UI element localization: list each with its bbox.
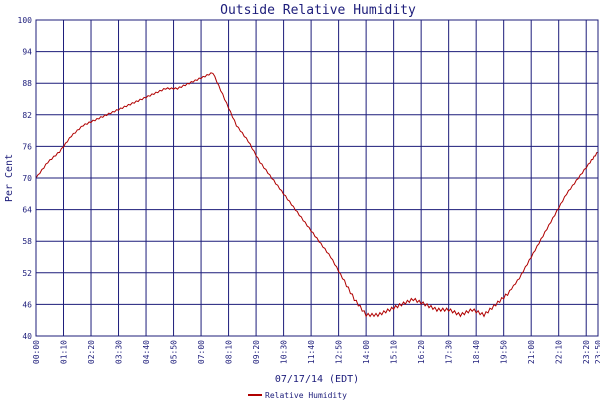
y-axis-label: Per Cent <box>4 154 15 202</box>
x-tick-label: 17:30 <box>445 340 454 364</box>
x-tick-label: 18:40 <box>472 340 481 364</box>
x-tick-label: 16:20 <box>417 340 426 364</box>
x-tick-label: 08:10 <box>225 340 234 364</box>
x-tick-label: 21:00 <box>527 340 536 364</box>
y-tick-label: 46 <box>22 300 32 309</box>
x-tick-label: 07:00 <box>197 340 206 364</box>
y-tick-label: 70 <box>22 174 32 183</box>
y-tick-label: 94 <box>22 48 32 57</box>
x-tick-label: 19:50 <box>500 340 509 364</box>
y-tick-label: 100 <box>18 16 33 25</box>
y-tick-label: 76 <box>22 142 32 151</box>
x-tick-label: 23:20 <box>582 340 591 364</box>
legend: Relative Humidity <box>248 391 347 400</box>
plot-grid <box>35 19 599 337</box>
x-tick-label: 05:50 <box>170 340 179 364</box>
y-tick-label: 40 <box>22 332 32 341</box>
x-tick-label: 11:40 <box>307 340 316 364</box>
y-tick-labels: 40 46 52 58 64 70 76 82 88 94 100 <box>18 16 33 341</box>
y-tick-label: 58 <box>22 237 32 246</box>
x-tick-label: 12:50 <box>335 340 344 364</box>
x-tick-label: 02:20 <box>87 340 96 364</box>
x-tick-label: 14:00 <box>362 340 371 364</box>
x-tick-label: 04:40 <box>142 340 151 364</box>
x-tick-label: 01:10 <box>60 340 69 364</box>
y-tick-label: 88 <box>22 79 32 88</box>
plot-frame <box>35 19 599 337</box>
y-tick-label: 64 <box>22 206 32 215</box>
legend-label: Relative Humidity <box>265 391 347 400</box>
y-tick-label: 82 <box>22 111 32 120</box>
humidity-series-line <box>35 72 599 318</box>
x-tick-label: 00:00 <box>32 340 41 364</box>
x-tick-label: 15:10 <box>390 340 399 364</box>
x-axis-label: 07/17/14 (EDT) <box>275 374 359 385</box>
x-tick-label: 09:20 <box>252 340 261 364</box>
x-tick-labels: 00:00 01:10 02:20 03:30 04:40 05:50 07:00 08:10… <box>32 340 600 364</box>
x-tick-label: 23:50 <box>594 340 600 364</box>
y-tick-label: 52 <box>22 269 32 278</box>
x-tick-label: 10:30 <box>280 340 289 364</box>
chart-title: Outside Relative Humidity <box>220 3 416 18</box>
x-tick-label: 22:10 <box>555 340 564 364</box>
x-tick-label: 03:30 <box>115 340 124 364</box>
